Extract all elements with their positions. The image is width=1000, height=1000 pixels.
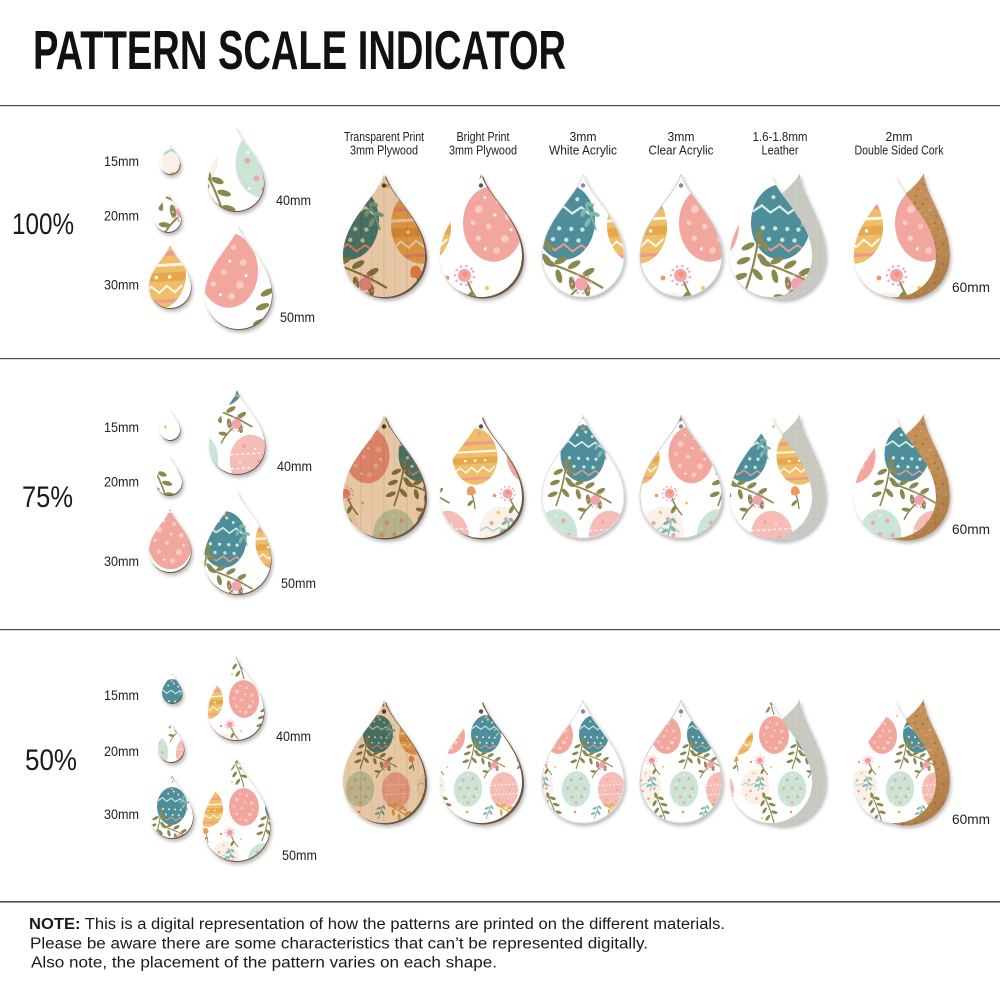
- svg-text:100%: 100%: [12, 208, 74, 241]
- svg-text:3mm: 3mm: [668, 130, 695, 144]
- svg-text:30mm: 30mm: [104, 806, 139, 822]
- svg-text:50mm: 50mm: [281, 575, 316, 591]
- svg-text:Leather: Leather: [762, 144, 799, 158]
- svg-text:20mm: 20mm: [104, 474, 139, 490]
- svg-text:White Acrylic: White Acrylic: [549, 144, 617, 158]
- svg-text:40mm: 40mm: [276, 728, 311, 744]
- svg-text:3mm Plywood: 3mm Plywood: [350, 144, 418, 158]
- svg-text:60mm: 60mm: [952, 811, 990, 827]
- svg-text:50mm: 50mm: [280, 309, 315, 325]
- svg-text:3mm: 3mm: [570, 130, 597, 144]
- svg-text:2mm: 2mm: [886, 130, 913, 144]
- svg-text:75%: 75%: [22, 481, 73, 514]
- svg-text:PATTERN SCALE INDICATOR: PATTERN SCALE INDICATOR: [33, 19, 566, 81]
- svg-text:60mm: 60mm: [952, 521, 990, 537]
- svg-text:NOTE: This is a digital repres: NOTE: This is a digital representation o…: [29, 916, 725, 933]
- svg-text:Clear Acrylic: Clear Acrylic: [649, 144, 714, 158]
- svg-text:15mm: 15mm: [104, 419, 139, 435]
- svg-text:Also note, the placement of th: Also note, the placement of the pattern …: [31, 955, 497, 972]
- svg-text:30mm: 30mm: [104, 277, 139, 293]
- svg-text:3mm Plywood: 3mm Plywood: [449, 144, 517, 158]
- svg-text:Please be aware there are some: Please be aware there are some character…: [30, 936, 648, 953]
- svg-text:60mm: 60mm: [952, 279, 990, 295]
- svg-text:40mm: 40mm: [277, 458, 312, 474]
- svg-text:30mm: 30mm: [104, 553, 139, 569]
- svg-text:50mm: 50mm: [282, 847, 317, 863]
- svg-text:50%: 50%: [25, 744, 77, 777]
- svg-text:15mm: 15mm: [104, 687, 139, 703]
- svg-text:20mm: 20mm: [104, 208, 139, 224]
- svg-text:40mm: 40mm: [276, 192, 311, 208]
- svg-text:Double Sided Cork: Double Sided Cork: [855, 144, 945, 158]
- svg-text:1.6-1.8mm: 1.6-1.8mm: [753, 130, 808, 144]
- svg-text:Transparent Print: Transparent Print: [344, 130, 424, 144]
- svg-text:Bright Print: Bright Print: [457, 130, 510, 144]
- svg-text:20mm: 20mm: [104, 743, 139, 759]
- svg-text:15mm: 15mm: [104, 153, 139, 169]
